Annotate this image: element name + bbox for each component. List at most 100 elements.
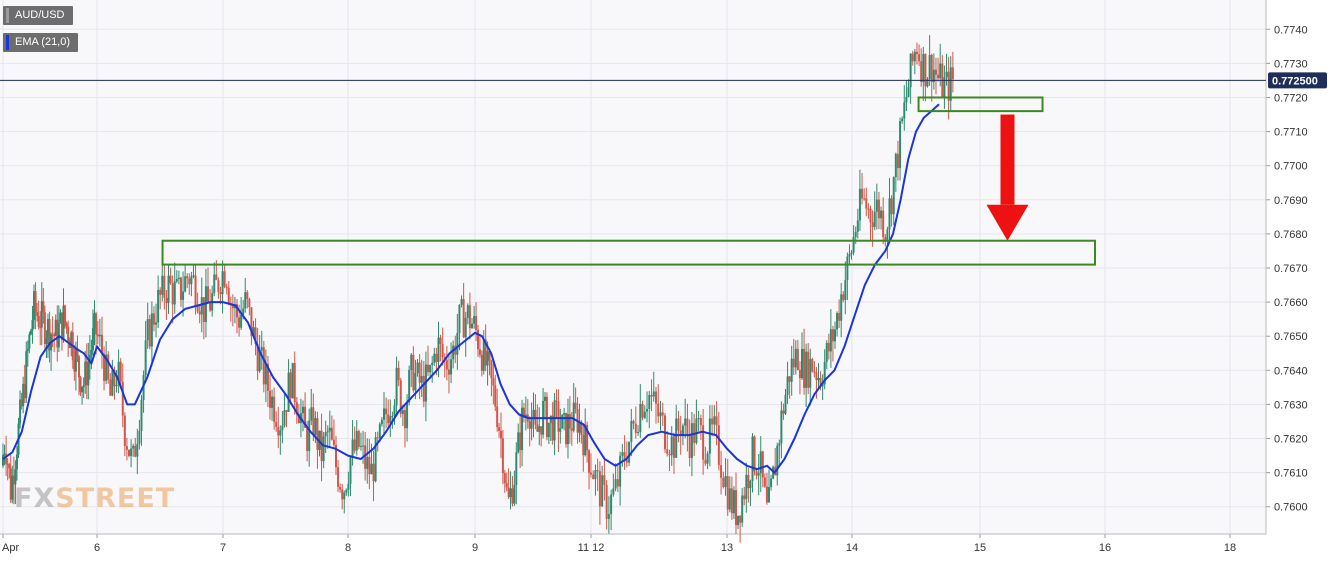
candle-body [829, 329, 832, 352]
candle-body [36, 312, 39, 316]
candle-body [811, 359, 814, 372]
candle-body [616, 479, 619, 487]
candle-body [441, 343, 444, 358]
candle-body [475, 316, 478, 330]
candle-body [20, 399, 23, 407]
candle-body [339, 486, 342, 490]
candle-body [414, 372, 417, 391]
candle-body [536, 424, 539, 432]
candle-body [580, 421, 583, 436]
candle-body [528, 421, 531, 429]
candle-body [503, 473, 506, 484]
candle-body [659, 412, 662, 417]
candle-body [821, 384, 824, 387]
candle-body [370, 463, 373, 475]
candle-body [565, 412, 568, 445]
candle-body [850, 252, 853, 254]
candle-body [805, 351, 808, 388]
candle-body [561, 414, 564, 429]
candle-body [144, 340, 147, 376]
candle-body [33, 291, 36, 320]
candle-body [159, 289, 162, 295]
candle-body [867, 208, 870, 210]
candle-body [788, 376, 791, 382]
candle-body [840, 294, 843, 321]
candle-body [374, 437, 377, 482]
candle-body [458, 304, 461, 334]
candle-body [117, 361, 120, 386]
candle-body [132, 445, 135, 449]
candle-body [324, 432, 327, 437]
candle-body [378, 424, 381, 438]
candle-body [681, 425, 684, 436]
candle-body [337, 467, 340, 487]
candle-body [568, 414, 571, 429]
candle-body [293, 363, 296, 403]
candle-body [357, 431, 360, 447]
candle-body [84, 361, 87, 386]
candle-body [40, 301, 43, 328]
candle-body [648, 395, 651, 409]
candle-body [277, 426, 280, 436]
candle-body [184, 276, 187, 292]
candle-body [67, 326, 70, 341]
candle-body [125, 446, 128, 450]
candle-body [655, 391, 658, 404]
candle-body [886, 229, 889, 240]
candle-body [322, 436, 325, 462]
watermark-part-1: FX [14, 483, 56, 514]
support-zone-box[interactable] [161, 239, 1096, 266]
support-zone-box[interactable] [917, 96, 1044, 113]
candle-body [240, 314, 243, 328]
candle-body [757, 473, 760, 476]
candle-body [720, 465, 723, 478]
candle-body [545, 396, 548, 438]
candle-body [248, 299, 251, 308]
candle-body [792, 358, 795, 368]
candle-body [227, 287, 230, 304]
y-tick-label: 0.7640 [1274, 365, 1308, 377]
candle-body [932, 69, 935, 83]
candle-body [157, 289, 160, 323]
candle-body [138, 430, 141, 444]
fxstreet-watermark-logo: FXSTREET [14, 483, 175, 514]
candle-body [563, 412, 566, 415]
candle-body [343, 492, 346, 500]
candle-body [403, 410, 406, 429]
candle-body [490, 360, 493, 379]
candle-body [765, 486, 768, 503]
candle-body [341, 489, 344, 500]
legend-symbol-tag[interactable]: AUD/USD [3, 6, 73, 25]
candle-body [838, 313, 841, 321]
candle-body [607, 514, 610, 519]
candle-body [429, 365, 432, 373]
candle-body [499, 431, 502, 439]
candle-body [661, 412, 664, 416]
y-tick-label: 0.7720 [1274, 92, 1308, 104]
candle-body [169, 275, 172, 284]
candle-body [643, 411, 646, 418]
candle-body [724, 476, 727, 488]
candle-body [610, 494, 613, 515]
candle-body [484, 339, 487, 366]
candle-body [273, 396, 276, 422]
y-tick-label: 0.7710 [1274, 127, 1308, 139]
candle-body [880, 210, 883, 219]
candle-body [389, 416, 392, 424]
candle-body [737, 515, 740, 526]
candle-body [817, 377, 820, 381]
candle-body [196, 305, 199, 312]
candle-body [96, 334, 99, 337]
candle-body [209, 301, 212, 311]
legend-ema-tag[interactable]: EMA (21,0) [3, 33, 79, 52]
candle-body [471, 323, 474, 329]
candle-body [477, 329, 480, 350]
candle-body [834, 329, 836, 342]
candle-body [632, 421, 635, 424]
candle-body [281, 425, 284, 431]
candle-body [387, 414, 390, 424]
candle-body [695, 418, 698, 443]
candle-body [9, 468, 12, 500]
